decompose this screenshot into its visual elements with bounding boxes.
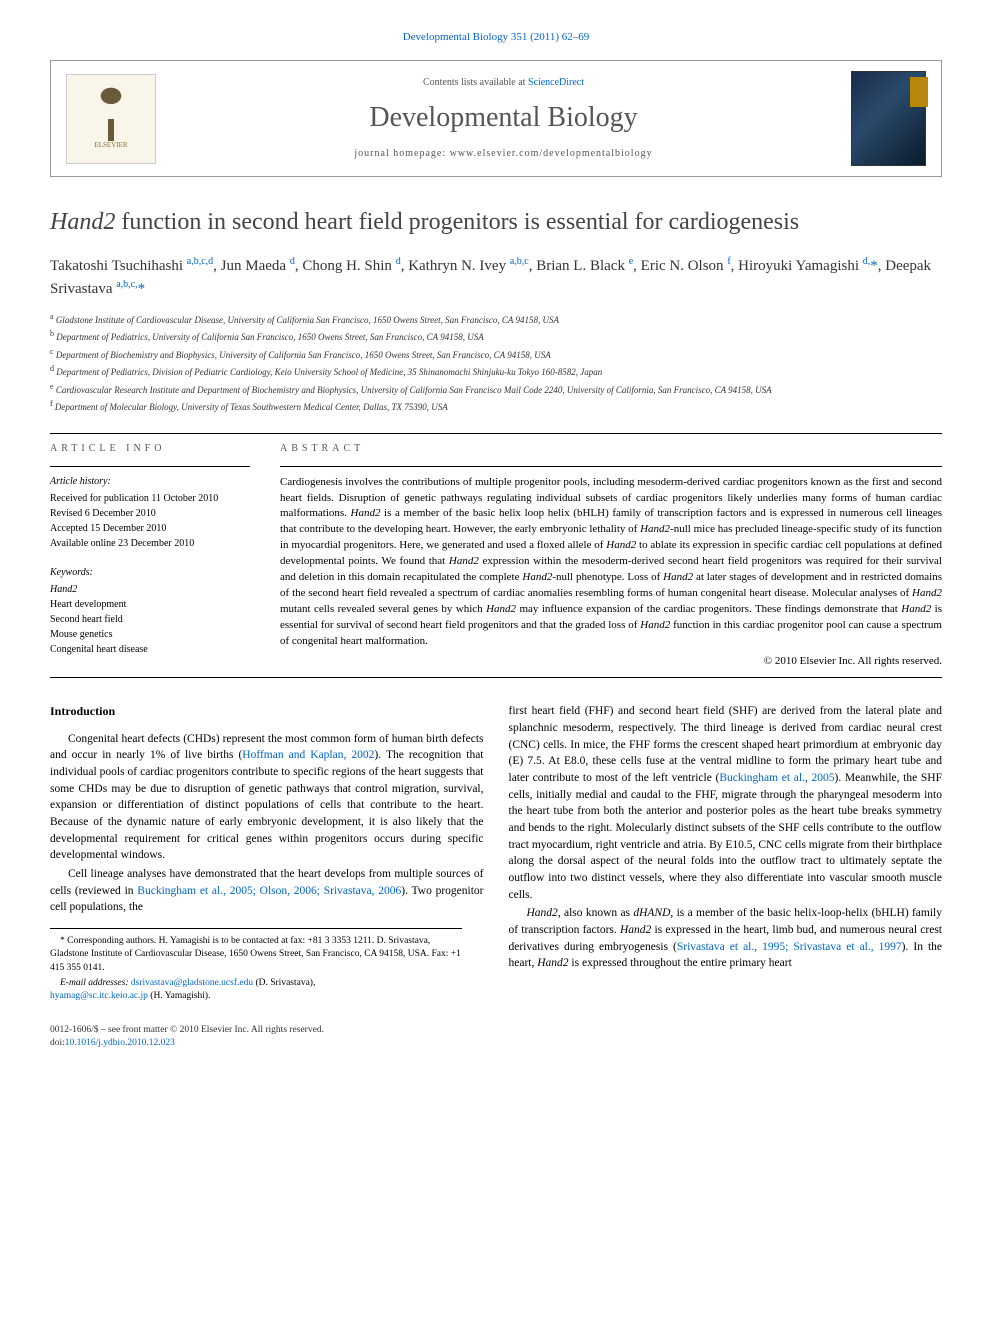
footnotes: * Corresponding authors. H. Yamagishi is… xyxy=(50,928,462,1003)
journal-cover-thumbnail[interactable] xyxy=(851,71,926,166)
email-link[interactable]: hyamag@sc.itc.keio.ac.jp xyxy=(50,991,148,1001)
masthead-center: Contents lists available at ScienceDirec… xyxy=(156,76,851,161)
contents-prefix: Contents lists available at xyxy=(423,77,528,88)
divider xyxy=(50,677,942,678)
article-info-column: article info Article history: Received f… xyxy=(50,442,250,670)
body-paragraph: first heart field (FHF) and second heart… xyxy=(509,703,943,903)
email-attribution: (D. Srivastava), xyxy=(255,978,315,988)
history-line: Received for publication 11 October 2010 xyxy=(50,492,250,506)
history-label: Article history: xyxy=(50,475,250,489)
contents-line: Contents lists available at ScienceDirec… xyxy=(156,76,851,90)
elsevier-tree-icon xyxy=(86,86,136,141)
keyword-item: Hand2 xyxy=(50,583,250,597)
keywords-label: Keywords: xyxy=(50,566,250,580)
history-line: Revised 6 December 2010 xyxy=(50,507,250,521)
history-line: Available online 23 December 2010 xyxy=(50,537,250,551)
history-lines: Received for publication 11 October 2010… xyxy=(50,492,250,551)
journal-ref-link[interactable]: Developmental Biology 351 (2011) 62–69 xyxy=(403,31,590,43)
keyword-item: Second heart field xyxy=(50,613,250,627)
publisher-name: ELSEVIER xyxy=(94,141,127,151)
sciencedirect-link[interactable]: ScienceDirect xyxy=(528,77,584,88)
homepage-url[interactable]: www.elsevier.com/developmentalbiology xyxy=(450,148,653,159)
affiliation-item: b Department of Pediatrics, University o… xyxy=(50,328,942,345)
keyword-item: Congenital heart disease xyxy=(50,643,250,657)
info-abstract-row: article info Article history: Received f… xyxy=(50,442,942,670)
affiliation-item: c Department of Biochemistry and Biophys… xyxy=(50,346,942,363)
keyword-item: Heart development xyxy=(50,598,250,612)
email-addresses: E-mail addresses: dsrivastava@gladstone.… xyxy=(50,977,462,1004)
front-matter-line: 0012-1606/$ – see front matter © 2010 El… xyxy=(50,1024,942,1037)
affiliation-item: d Department of Pediatrics, Division of … xyxy=(50,363,942,380)
abstract-copyright: © 2010 Elsevier Inc. All rights reserved… xyxy=(280,654,942,669)
email-label: E-mail addresses: xyxy=(60,978,129,988)
divider xyxy=(280,466,942,467)
history-line: Accepted 15 December 2010 xyxy=(50,522,250,536)
body-columns: Introduction Congenital heart defects (C… xyxy=(50,703,942,1003)
divider xyxy=(50,433,942,434)
journal-reference: Developmental Biology 351 (2011) 62–69 xyxy=(50,30,942,45)
article-title: Hand2 function in second heart field pro… xyxy=(50,207,942,238)
body-paragraph: Cell lineage analyses have demonstrated … xyxy=(50,866,484,916)
divider xyxy=(50,466,250,467)
homepage-prefix: journal homepage: xyxy=(354,148,449,159)
corresponding-author-note: * Corresponding authors. H. Yamagishi is… xyxy=(50,935,462,975)
footer-metadata: 0012-1606/$ – see front matter © 2010 El… xyxy=(50,1024,942,1051)
journal-homepage: journal homepage: www.elsevier.com/devel… xyxy=(156,147,851,161)
abstract-heading: abstract xyxy=(280,442,942,456)
affiliation-item: f Department of Molecular Biology, Unive… xyxy=(50,398,942,415)
doi-line: doi:10.1016/j.ydbio.2010.12.023 xyxy=(50,1037,942,1050)
abstract-column: abstract Cardiogenesis involves the cont… xyxy=(280,442,942,670)
journal-masthead: ELSEVIER Contents lists available at Sci… xyxy=(50,60,942,177)
keyword-item: Mouse genetics xyxy=(50,628,250,642)
body-paragraph: Hand2, also known as dHAND, is a member … xyxy=(509,905,943,972)
doi-link[interactable]: 10.1016/j.ydbio.2010.12.023 xyxy=(65,1038,175,1048)
author-list: Takatoshi Tsuchihashi a,b,c,d, Jun Maeda… xyxy=(50,254,942,301)
abstract-text: Cardiogenesis involves the contributions… xyxy=(280,475,942,650)
email-attribution: (H. Yamagishi). xyxy=(150,991,210,1001)
affiliation-item: e Cardiovascular Research Institute and … xyxy=(50,381,942,398)
journal-name: Developmental Biology xyxy=(156,98,851,137)
article-info-heading: article info xyxy=(50,442,250,456)
keywords-list: Hand2Heart developmentSecond heart field… xyxy=(50,583,250,657)
introduction-heading: Introduction xyxy=(50,703,484,720)
doi-label: doi: xyxy=(50,1038,65,1048)
body-paragraph: Congenital heart defects (CHDs) represen… xyxy=(50,731,484,864)
affiliation-item: a Gladstone Institute of Cardiovascular … xyxy=(50,311,942,328)
email-link[interactable]: dsrivastava@gladstone.ucsf.edu xyxy=(131,978,253,988)
affiliation-list: a Gladstone Institute of Cardiovascular … xyxy=(50,311,942,415)
publisher-logo[interactable]: ELSEVIER xyxy=(66,74,156,164)
